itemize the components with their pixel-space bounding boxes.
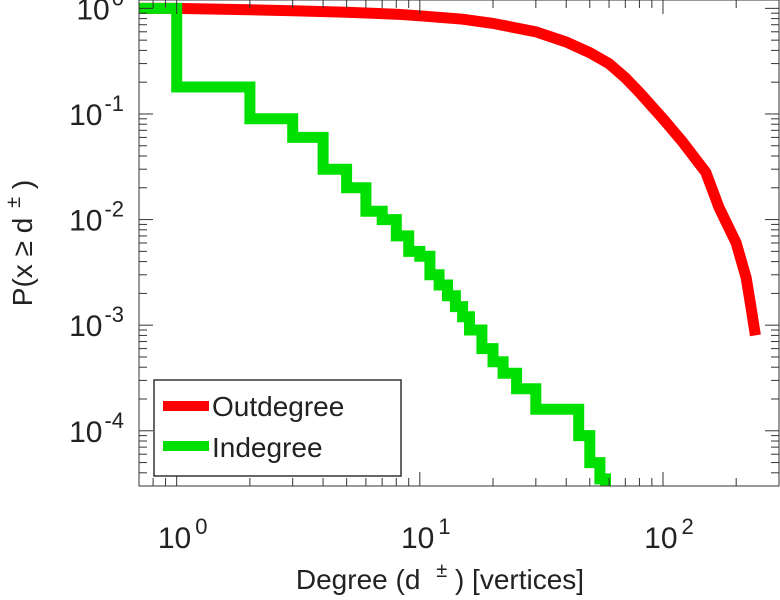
x-tick-label-base: 10 [644, 522, 677, 555]
y-tick-label: 100 [76, 0, 124, 26]
y-tick-label: 10-4 [69, 408, 124, 449]
y-axis-label: P(x ≥ d ± ) [0, 180, 38, 306]
y-axis-label-base: P(x ≥ d [7, 218, 38, 307]
legend-box [153, 379, 402, 477]
x-axis-label: Degree (d ± ) [vertices] [296, 552, 584, 595]
y-tick-label-base: 10 [69, 205, 102, 238]
x-tick-label: 10 1 [401, 514, 451, 555]
y-tick-label: 10-3 [69, 302, 124, 343]
y-tick-label-base: 10 [76, 0, 109, 26]
legend-label-indegree: Indegree [212, 432, 323, 463]
legend-label-outdegree: Outdegree [212, 391, 344, 422]
x-tick-label-exponent: 2 [682, 514, 694, 539]
x-tick-label-base: 10 [158, 522, 191, 555]
series-line-outdegree [139, 2, 761, 337]
x-axis-tick-labels: 10 0 10 1 10 2 [158, 514, 694, 555]
y-tick-label-base: 10 [69, 310, 102, 343]
x-tick-label: 10 2 [644, 514, 694, 555]
y-tick-label-base: 10 [69, 416, 102, 449]
x-axis-label-sup: ± [436, 560, 447, 582]
x-axis-label-base: Degree (d [296, 564, 421, 595]
y-tick-label: 10-2 [69, 197, 124, 238]
y-tick-label-exponent: -3 [104, 302, 124, 327]
series-layer [139, 2, 761, 486]
y-tick-label-base: 10 [69, 99, 102, 132]
y-tick-label-exponent: -2 [104, 197, 124, 222]
y-axis-ticks [139, 7, 779, 487]
y-tick-label-exponent: -4 [104, 408, 124, 433]
y-tick-label-exponent: 0 [112, 0, 124, 10]
series-line-indegree [139, 2, 611, 486]
x-tick-label-exponent: 0 [195, 514, 207, 539]
y-tick-label-exponent: -1 [104, 91, 124, 116]
x-axis-label-tail: ) [vertices] [455, 564, 584, 595]
x-tick-label-exponent: 1 [438, 514, 450, 539]
x-tick-label-base: 10 [401, 522, 434, 555]
x-axis-ticks [138, 0, 780, 486]
y-axis-label-tail: ) [7, 180, 38, 189]
y-axis-label-sup: ± [3, 197, 25, 208]
y-tick-label: 10-1 [69, 91, 124, 132]
legend: Outdegree Indegree [153, 379, 402, 477]
x-tick-label: 10 0 [158, 514, 208, 555]
